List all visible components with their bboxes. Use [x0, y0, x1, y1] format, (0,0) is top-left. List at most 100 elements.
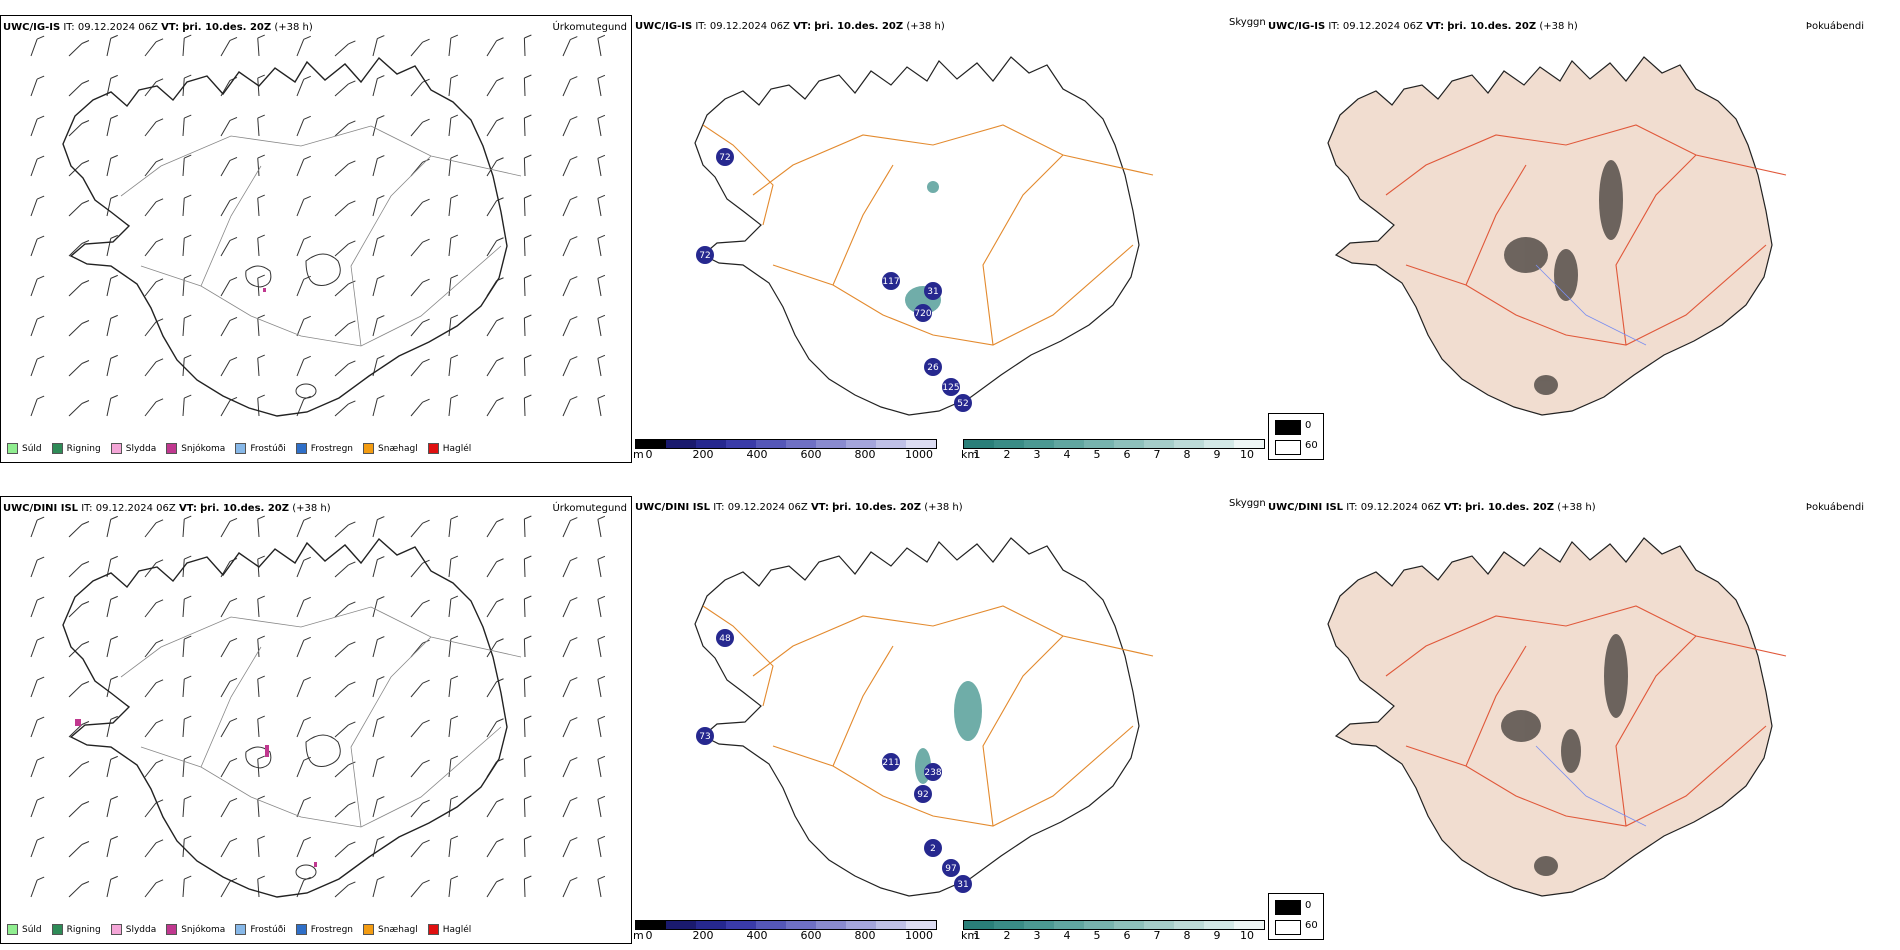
wind-barb-tick	[524, 555, 532, 560]
wind-barb	[562, 520, 571, 538]
wind-barb-tick	[81, 240, 90, 244]
wind-barb-tick	[348, 360, 356, 365]
wind-barb	[562, 119, 571, 137]
wind-barb-tick	[110, 354, 118, 359]
colorbar-unit: km	[961, 929, 979, 942]
legend-entry: Frostúði	[235, 924, 286, 935]
wind-barb	[257, 679, 260, 698]
wind-barb-tick	[377, 716, 385, 720]
wind-barb	[334, 123, 349, 137]
wind-barb	[523, 317, 526, 337]
wind-barb	[30, 839, 38, 858]
wind-barb	[486, 721, 497, 738]
wind-barb-tick	[597, 74, 606, 79]
wind-barb	[106, 639, 112, 658]
wind-barb	[296, 520, 305, 538]
wind-barb-tick	[422, 599, 430, 604]
wind-barb-tick	[257, 394, 265, 399]
wind-barb-tick	[229, 356, 238, 361]
wind-barb-tick	[524, 194, 532, 199]
wind-barb	[486, 881, 497, 898]
wind-barb	[523, 77, 526, 97]
wind-barb	[257, 839, 260, 858]
panel-title: Úrkomutegund	[552, 22, 627, 33]
legend-label: Snjókoma	[181, 924, 226, 935]
wind-barb	[144, 161, 157, 177]
wind-barb	[68, 524, 83, 538]
wind-barb	[220, 320, 231, 337]
wind-barb	[296, 840, 305, 858]
wind-barb-tick	[257, 114, 265, 119]
wind-barb-tick	[450, 194, 459, 199]
precip-type-legend: Súld Rigning Slydda Snjókoma Frostúði Frostre…	[7, 924, 471, 935]
colorbar-tick: 8	[1183, 929, 1191, 942]
colorbar-segment	[786, 440, 816, 448]
colorbar-segment	[636, 921, 666, 929]
wind-barb	[372, 519, 378, 538]
wind-barb	[30, 118, 38, 137]
colorbar-tick: 1000	[905, 929, 933, 942]
wind-barb	[486, 360, 497, 377]
colorbar-tick: 10	[1240, 448, 1254, 461]
wind-barb-tick	[155, 78, 164, 83]
colorbar-segment	[1234, 440, 1264, 448]
wind-barb-tick	[36, 195, 45, 200]
wind-barb-tick	[36, 716, 45, 721]
glaciers	[245, 253, 341, 399]
wind-barb-tick	[377, 115, 385, 119]
wind-barb-tick	[348, 280, 356, 285]
wind-barb-tick	[36, 676, 45, 681]
wind-barb-tick	[81, 200, 90, 204]
ceiling-spot	[716, 629, 734, 647]
wind-barb	[410, 522, 423, 538]
legend-swatch	[7, 924, 18, 935]
wind-barb	[182, 639, 185, 658]
wind-barb	[68, 203, 83, 217]
colorbar-segment	[726, 440, 756, 448]
wind-barb-tick	[81, 80, 90, 84]
rivers	[1535, 745, 1647, 827]
wind-barb	[372, 38, 378, 57]
fog-key-label: 60	[1305, 920, 1318, 931]
wind-barb	[372, 278, 378, 297]
legend-label: Snæhagl	[378, 443, 418, 454]
wind-barb-tick	[229, 837, 238, 842]
wind-barb	[334, 764, 349, 778]
wind-barb	[68, 123, 83, 137]
ceiling-colorbar-labels: m 0 200 400 600 800 1000	[633, 448, 935, 462]
wind-barb-tick	[377, 155, 385, 159]
wind-barb	[296, 600, 305, 618]
wind-barb-tick	[496, 598, 504, 603]
wind-barb	[597, 158, 602, 177]
wind-barb-tick	[81, 721, 90, 725]
colorbar-segment	[994, 440, 1024, 448]
wind-barb-tick	[597, 595, 606, 600]
wind-barb	[597, 238, 602, 257]
ceiling-spot-label: 73	[699, 732, 710, 742]
wind-barb-tick	[450, 154, 459, 159]
colorbar-unit: m	[633, 448, 644, 461]
panel-header: UWC/DINI ISL IT: 09.12.2024 06Z VT: þri.…	[635, 502, 963, 513]
wind-barb	[448, 278, 452, 297]
wind-barb	[597, 759, 602, 778]
wind-barb-tick	[422, 78, 430, 83]
ceiling-spot	[924, 839, 942, 857]
colorbar-unit: m	[633, 929, 644, 942]
wind-barb-tick	[377, 836, 385, 840]
wind-barb	[182, 398, 185, 417]
wind-barb	[486, 40, 497, 57]
wind-barb-tick	[81, 400, 90, 404]
wind-barb-tick	[155, 38, 164, 43]
wind-barb-tick	[348, 521, 356, 526]
wind-barb-tick	[303, 836, 311, 841]
ceiling-spot	[882, 272, 900, 290]
wind-barb	[523, 838, 526, 858]
wind-barb	[144, 642, 157, 658]
colorbar-segment	[636, 440, 666, 448]
wind-barb-tick	[348, 881, 356, 886]
colorbar-segment	[726, 921, 756, 929]
wind-barb	[182, 799, 185, 818]
colorbar-segment	[1084, 440, 1114, 448]
wind-barb-tick	[348, 641, 356, 646]
ceiling-spot-label: 26	[927, 363, 939, 373]
